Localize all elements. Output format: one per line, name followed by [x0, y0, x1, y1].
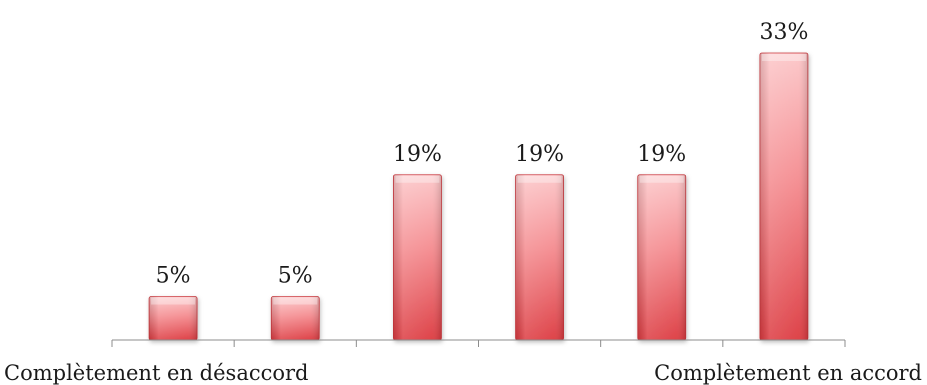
category-label: Complètement en désaccord	[4, 361, 309, 385]
data-label: 19%	[393, 142, 442, 167]
data-labels: 5% 5% 19% 19% 19% 33%	[156, 20, 809, 289]
category-label: Complètement en accord	[654, 361, 922, 385]
data-label: 5%	[278, 264, 313, 289]
bar	[759, 52, 809, 341]
data-label: 19%	[515, 142, 564, 167]
data-label: 19%	[637, 142, 686, 167]
data-label: 33%	[759, 20, 808, 45]
category-labels: Complètement en désaccord Complètement en…	[4, 361, 922, 385]
bar	[393, 174, 442, 341]
bar	[515, 174, 564, 341]
x-axis	[111, 339, 846, 347]
bar	[270, 296, 320, 341]
bar	[148, 296, 198, 341]
bar	[637, 174, 687, 341]
bars	[148, 52, 809, 341]
data-label: 5%	[156, 264, 191, 289]
